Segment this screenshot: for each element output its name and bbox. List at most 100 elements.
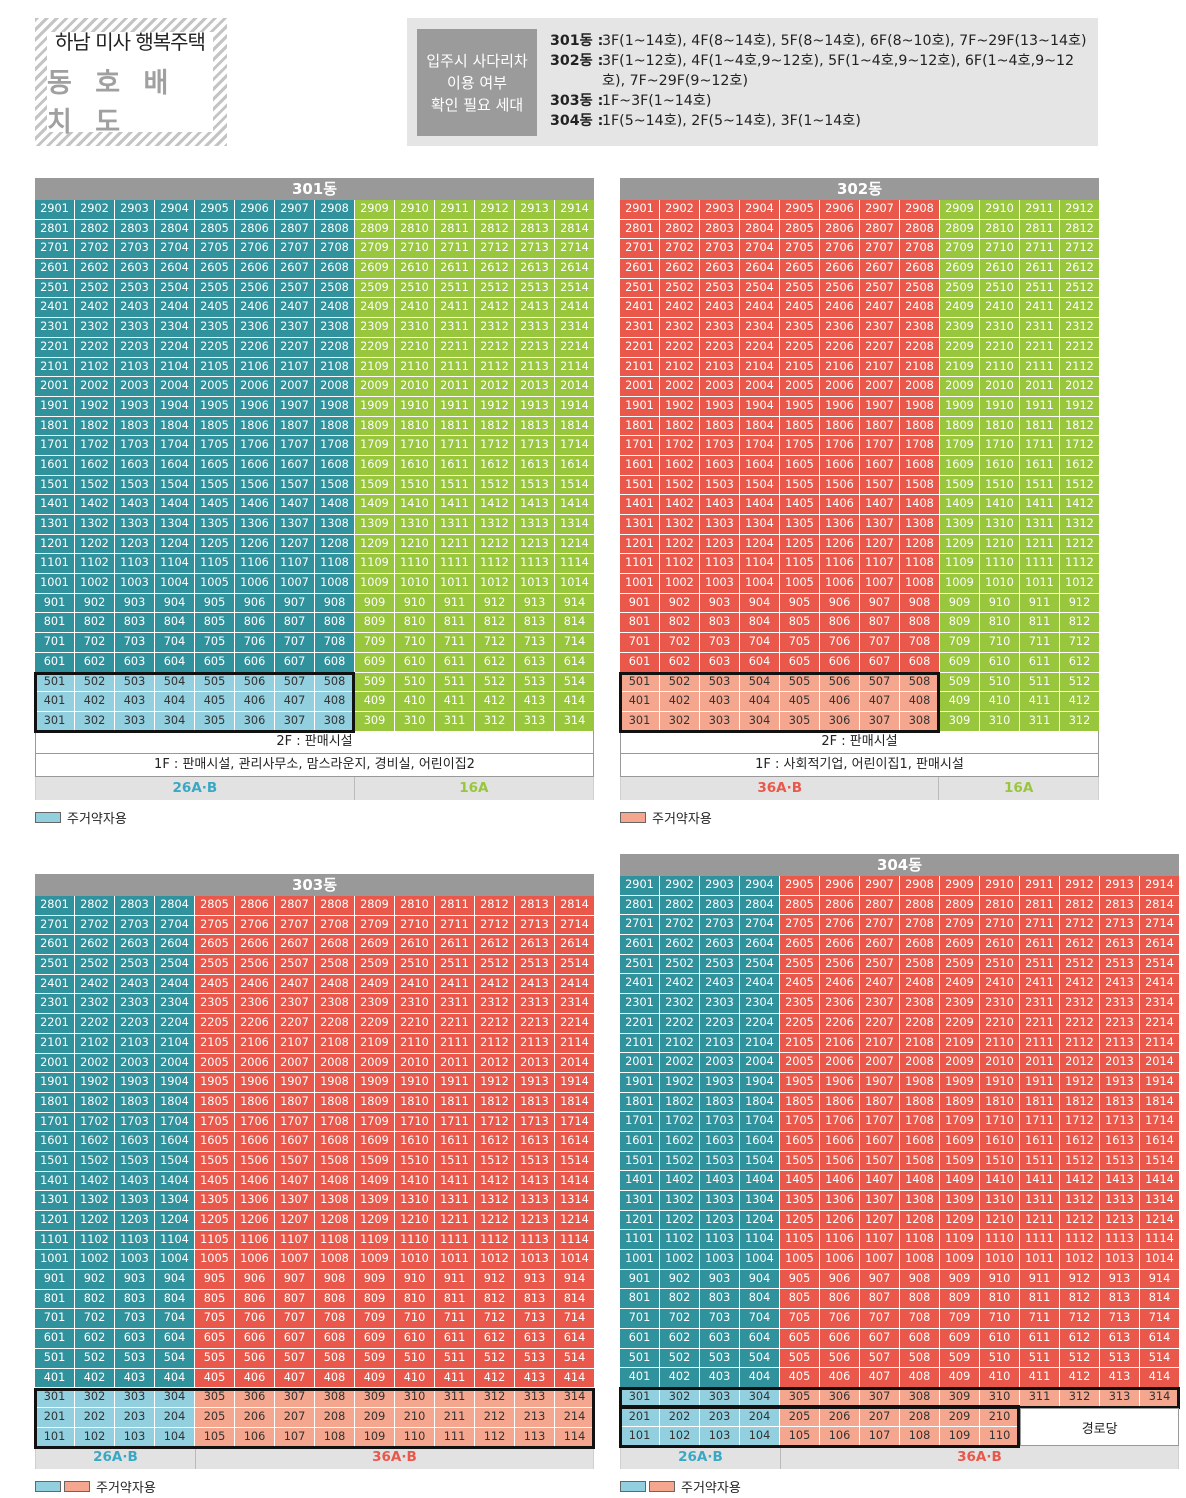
unit-cell: 2203 — [700, 1013, 739, 1033]
unit-cell: 1208 — [315, 534, 354, 554]
unit-cell: 914 — [555, 1270, 594, 1289]
unit-cell: 102 — [660, 1427, 699, 1446]
unit-cell: 1308 — [900, 515, 939, 534]
unit-grid: 2901 2902 2903 2904 2905 2906 2907 2908 2909 2910… — [620, 200, 1099, 731]
unit-cell: 2112 — [1060, 357, 1099, 377]
unit-cell: 103 — [700, 1427, 739, 1446]
unit-cell: 202 — [660, 1407, 699, 1427]
unit-cell: 2402 — [660, 974, 699, 994]
unit-cell: 1403 — [700, 1171, 739, 1190]
unit-cell: 2612 — [1060, 259, 1099, 278]
unit-cell: 2206 — [820, 1013, 859, 1033]
unit-cell: 1008 — [900, 574, 939, 593]
unit-cell: 811 — [435, 1289, 474, 1309]
unit-cell: 2014 — [1140, 1053, 1179, 1072]
unit-cell: 602 — [75, 1329, 114, 1348]
unit-cell: 613 — [1100, 1328, 1139, 1348]
unit-cell: 1111 — [435, 1230, 474, 1250]
unit-cell: 2112 — [475, 1033, 514, 1053]
unit-cell: 611 — [435, 652, 474, 672]
unit-cell: 707 — [860, 633, 899, 652]
unit-grid: 2901 2902 2903 2904 2905 2906 2907 2908 2909 2910… — [620, 876, 1179, 1446]
unit-cell: 1801 — [35, 416, 74, 436]
unit-cell: 702 — [660, 633, 699, 652]
unit-cell: 2507 — [860, 278, 899, 298]
unit-cell: 2505 — [195, 955, 234, 974]
unit-cell: 2906 — [235, 200, 274, 219]
unit-cell: 2012 — [1060, 377, 1099, 396]
unit-cell: 2001 — [620, 1053, 659, 1072]
unit-cell: 1405 — [780, 495, 819, 514]
unit-cell: 2111 — [1020, 357, 1059, 377]
unit-cell: 1009 — [355, 1250, 394, 1270]
unit-cell: 2411 — [435, 298, 474, 318]
unit-cell: 1505 — [780, 1151, 819, 1171]
unit-cell: 2502 — [660, 278, 699, 298]
unit-cell: 805 — [195, 1289, 234, 1309]
unit-cell: 2708 — [315, 915, 354, 935]
floor-use-row: 2F : 판매시설 — [620, 730, 1099, 754]
unit-cell: 1010 — [980, 574, 1019, 593]
unit-cell: 1913 — [515, 1073, 554, 1092]
unit-cell: 2211 — [435, 337, 474, 357]
unit-cell: 1613 — [515, 455, 554, 475]
unit-cell: 103 — [115, 1427, 154, 1447]
unit-cell: 2307 — [275, 994, 314, 1014]
unit-cell: 1703 — [700, 1112, 739, 1131]
unit-cell: 1008 — [900, 1250, 939, 1269]
unit-cell: 2009 — [940, 377, 979, 396]
unit-cell: 1007 — [860, 574, 899, 593]
unit-cell: 610 — [980, 1328, 1019, 1348]
unit-cell: 1504 — [155, 475, 194, 495]
unit-cell: 2803 — [700, 219, 739, 239]
unit-cell: 1114 — [555, 1230, 594, 1250]
unit-cell: 1302 — [660, 515, 699, 534]
unit-cell: 2710 — [980, 915, 1019, 935]
unit-cell: 2604 — [740, 935, 779, 954]
unit-cell: 803 — [115, 1289, 154, 1309]
unit-cell: 2207 — [860, 337, 899, 357]
unit-cell: 1111 — [1020, 554, 1059, 574]
unit-cell: 404 — [155, 1368, 194, 1388]
unit-cell: 414 — [1140, 1368, 1179, 1387]
unit-cell: 2402 — [75, 298, 114, 318]
unit-cell: 2203 — [115, 337, 154, 357]
unit-cell: 1301 — [35, 1191, 74, 1210]
unit-cell: 209 — [355, 1407, 394, 1427]
unit-cell: 310 — [395, 1388, 434, 1407]
unit-cell: 401 — [620, 692, 659, 711]
unit-cell: 1313 — [515, 515, 554, 534]
unit-cell: 2713 — [515, 239, 554, 259]
unit-cell: 910 — [395, 1270, 434, 1289]
unit-cell: 1805 — [195, 416, 234, 436]
unit-cell: 513 — [1100, 1348, 1139, 1368]
unit-cell: 909 — [940, 593, 979, 613]
unit-cell: 612 — [475, 652, 514, 672]
unit-cell: 1006 — [235, 574, 274, 593]
unit-cell: 708 — [315, 1309, 354, 1329]
unit-cell: 701 — [35, 633, 74, 652]
unit-cell: 2107 — [275, 1033, 314, 1053]
unit-cell: 1408 — [900, 495, 939, 514]
unit-cell: 2606 — [235, 259, 274, 278]
unit-cell: 2905 — [780, 200, 819, 219]
unit-cell: 1707 — [860, 436, 899, 455]
unit-cell: 712 — [475, 1309, 514, 1329]
unit-cell: 604 — [740, 1328, 779, 1348]
unit-cell: 1410 — [980, 495, 1019, 514]
unit-cell: 1002 — [660, 574, 699, 593]
unit-cell: 2511 — [435, 278, 474, 298]
unit-cell: 1013 — [515, 574, 554, 593]
unit-cell: 1508 — [900, 1151, 939, 1171]
unit-cell: 2910 — [980, 200, 1019, 219]
unit-cell: 712 — [1060, 633, 1099, 652]
unit-cell: 2706 — [820, 915, 859, 935]
unit-cell: 2313 — [1100, 994, 1139, 1013]
unit-cell: 603 — [115, 652, 154, 672]
unit-cell: 1105 — [780, 1230, 819, 1250]
unit-cell: 2704 — [740, 915, 779, 935]
unit-cell: 1611 — [1020, 1131, 1059, 1151]
unit-cell: 2008 — [315, 1053, 354, 1073]
unit-cell: 1310 — [980, 515, 1019, 534]
unit-cell: 1911 — [1020, 1072, 1059, 1092]
